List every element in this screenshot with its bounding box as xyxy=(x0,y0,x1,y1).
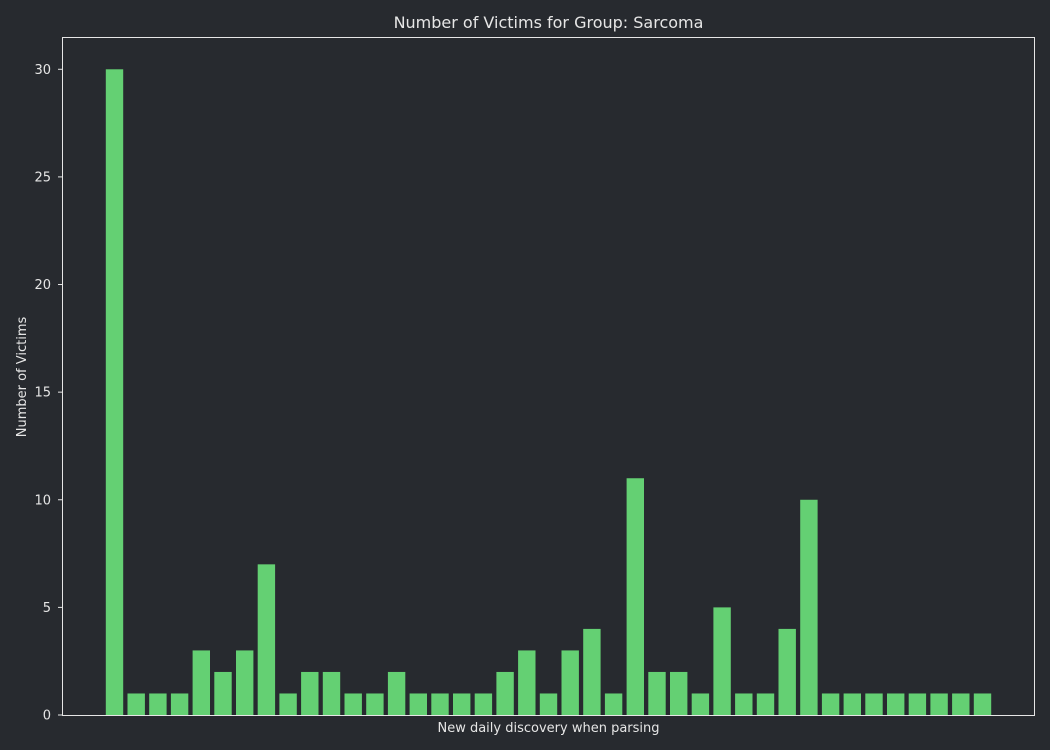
bar xyxy=(908,693,927,715)
bar xyxy=(192,650,210,715)
x-axis-label: New daily discovery when parsing xyxy=(437,721,659,736)
bar xyxy=(214,671,232,715)
bar xyxy=(170,693,189,715)
bar xyxy=(496,671,514,715)
y-tick-label: 30 xyxy=(34,63,51,78)
y-tick-label: 15 xyxy=(34,386,51,401)
bar xyxy=(800,499,818,715)
bar xyxy=(670,671,688,715)
bars xyxy=(105,69,992,716)
bar xyxy=(930,693,948,715)
bar xyxy=(843,693,861,715)
y-axis-label: Number of Victims xyxy=(15,317,30,438)
bar xyxy=(887,693,905,715)
bar xyxy=(821,693,840,715)
bar xyxy=(604,693,623,715)
bar xyxy=(322,671,341,715)
y-tick-label: 5 xyxy=(43,601,51,616)
bar xyxy=(518,650,536,715)
bar xyxy=(778,628,796,715)
bar xyxy=(583,628,601,715)
bar xyxy=(713,607,731,715)
bar xyxy=(691,693,710,715)
bar xyxy=(127,693,145,715)
bar xyxy=(366,693,384,715)
bar xyxy=(539,693,558,715)
chart-title: Number of Victims for Group: Sarcoma xyxy=(394,13,704,32)
bar xyxy=(301,671,319,715)
bar xyxy=(387,671,406,715)
bar xyxy=(561,650,579,715)
bar xyxy=(973,693,992,715)
bar xyxy=(279,693,297,715)
plot-frame xyxy=(62,37,1035,716)
bar xyxy=(149,693,167,715)
bar xyxy=(257,564,276,715)
bar xyxy=(344,693,362,715)
y-tick-label: 20 xyxy=(34,278,51,293)
bar xyxy=(626,478,644,715)
bar xyxy=(735,693,753,715)
bar xyxy=(409,693,427,715)
bar xyxy=(431,693,449,715)
y-axis-ticks: 0 5 10 15 20 25 30 xyxy=(34,63,62,724)
bar xyxy=(453,693,471,715)
bar xyxy=(474,693,493,715)
bar xyxy=(648,671,666,715)
bar xyxy=(952,693,970,715)
y-tick-label: 10 xyxy=(34,493,51,508)
bar xyxy=(865,693,883,715)
bar xyxy=(756,693,775,715)
y-tick-label: 0 xyxy=(43,709,51,724)
bar xyxy=(105,69,124,716)
bar xyxy=(236,650,254,715)
y-tick-label: 25 xyxy=(34,170,51,185)
